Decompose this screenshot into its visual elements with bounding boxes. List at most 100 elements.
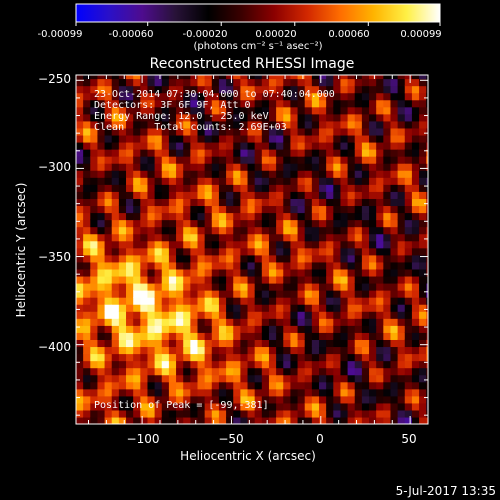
- colorbar-unit-label: (photons cm⁻² s⁻¹ asec⁻²): [193, 41, 322, 52]
- heatmap-cell-369: [126, 282, 134, 291]
- heatmap-cell-1845: [333, 99, 342, 108]
- heatmap-cell-2338: [404, 149, 413, 157]
- heatmap-cell-1677: [311, 226, 320, 235]
- heatmap-cell-1161: [240, 339, 249, 348]
- heatmap-cell-647: [161, 85, 170, 94]
- heatmap-cell-1869: [340, 282, 349, 291]
- heatmap-cell-153: [97, 395, 106, 404]
- heatmap-cell-1007: [218, 367, 227, 376]
- heatmap-cell-1176: [240, 233, 249, 242]
- heatmap-cell-602: [161, 402, 170, 411]
- heatmap-cell-1899: [340, 75, 349, 80]
- heatmap-cell-2223: [390, 254, 399, 263]
- heatmap-cell-2115: [376, 311, 384, 319]
- heatmap-cell-1115: [233, 311, 241, 319]
- heatmap-cell-143: [90, 113, 99, 122]
- heatmap-cell-1339: [261, 141, 270, 150]
- heatmap-cell-1247: [247, 85, 256, 94]
- heatmap-cell-544: [147, 106, 156, 115]
- heatmap-cell-956: [211, 374, 220, 383]
- heatmap-cell-245: [104, 99, 113, 108]
- heatmap-cell-837: [190, 156, 199, 164]
- heatmap-cell-1353: [268, 395, 277, 404]
- heatmap-cell-1689: [311, 141, 320, 150]
- heatmap-cell-1868: [340, 290, 349, 298]
- heatmap-cell-2133: [376, 184, 384, 192]
- heatmap-cell-1706: [319, 374, 327, 383]
- heatmap-cell-1974: [354, 247, 363, 256]
- heatmap-cell-352: [126, 402, 134, 411]
- heatmap-cell-1063: [226, 325, 234, 333]
- heatmap-cell-2137: [376, 156, 384, 164]
- heatmap-cell-2266: [397, 304, 406, 312]
- heatmap-cell-1649: [304, 75, 313, 80]
- heatmap-cell-1270: [254, 275, 263, 284]
- heatmap-cell-2436: [419, 163, 427, 171]
- heatmap-cell-1323: [261, 254, 270, 263]
- heatmap-cell-162: [97, 332, 106, 340]
- heatmap-cell-312: [118, 332, 127, 340]
- heatmap-cell-1139: [233, 141, 241, 150]
- heatmap-cell-2283: [397, 184, 406, 192]
- heatmap-cell-1314: [261, 318, 270, 326]
- heatmap-cell-2003: [361, 395, 370, 404]
- heatmap-cell-2292: [397, 120, 406, 129]
- y-tick-label-3: −400: [38, 340, 71, 354]
- heatmap-cell-556: [154, 374, 163, 383]
- heatmap-cell-454: [140, 388, 149, 397]
- heatmap-cell-1802: [333, 402, 342, 411]
- heatmap-cell-2170: [383, 275, 392, 284]
- heatmap-cell-1221: [247, 268, 256, 277]
- heatmap-cell-1298: [254, 78, 263, 87]
- heatmap-cell-340: [118, 134, 127, 143]
- heatmap-cell-2224: [390, 247, 399, 256]
- heatmap-cell-636: [161, 163, 170, 171]
- heatmap-cell-949: [204, 75, 213, 80]
- heatmap-cell-1496: [283, 92, 292, 101]
- heatmap-cell-2044: [361, 106, 370, 115]
- heatmap-cell-1349: [261, 75, 270, 80]
- heatmap-cell-1399: [268, 75, 277, 80]
- heatmap-cell-63: [83, 325, 91, 333]
- heatmap-cell-963: [211, 325, 220, 333]
- heatmap-cell-1108: [233, 360, 241, 369]
- heatmap-cell-1591: [297, 127, 306, 136]
- heatmap-cell-69: [83, 282, 91, 291]
- heatmap-cell-227: [104, 226, 113, 235]
- heatmap-cell-1459: [283, 353, 292, 362]
- heatmap-cell-1285: [254, 170, 263, 178]
- heatmap-cell-1823: [333, 254, 342, 263]
- heatmap-cell-1114: [233, 318, 241, 326]
- heatmap-cell-1603: [304, 395, 313, 404]
- heatmap-cell-129: [90, 212, 99, 221]
- heatmap-cell-849: [190, 75, 199, 80]
- heatmap-cell-1729: [319, 212, 327, 221]
- heatmap-cell-1079: [226, 212, 234, 221]
- heatmap-cell-2168: [383, 290, 392, 298]
- heatmap-cell-2352: [411, 402, 420, 411]
- heatmap-cell-500: [147, 416, 156, 424]
- heatmap-cell-95: [83, 99, 91, 108]
- heatmap-cell-2257: [397, 367, 406, 376]
- heatmap-cell-3: [76, 395, 84, 404]
- heatmap-cell-1476: [283, 233, 292, 242]
- heatmap-cell-1145: [233, 99, 241, 108]
- heatmap-cell-1188: [240, 149, 249, 157]
- heatmap-cell-377: [126, 226, 134, 235]
- heatmap-cell-688: [168, 149, 177, 157]
- heatmap-cell-1786: [326, 163, 334, 171]
- heatmap-cell-1717: [319, 297, 327, 305]
- heatmap-cell-801: [190, 409, 199, 418]
- heatmap-cell-1999: [354, 75, 363, 80]
- heatmap-cell-1939: [347, 141, 356, 150]
- heatmap-cell-407: [133, 367, 141, 376]
- heatmap-cell-374: [126, 247, 134, 256]
- heatmap-cell-928: [204, 219, 213, 228]
- heatmap-cell-2005: [361, 381, 370, 390]
- heatmap-cell-1162: [240, 332, 249, 340]
- heatmap-cell-1834: [333, 177, 342, 185]
- heatmap-cell-1000: [218, 416, 227, 424]
- heatmap-cell-315: [118, 311, 127, 319]
- heatmap-cell-329: [118, 212, 127, 221]
- heatmap-cell-458: [140, 360, 149, 369]
